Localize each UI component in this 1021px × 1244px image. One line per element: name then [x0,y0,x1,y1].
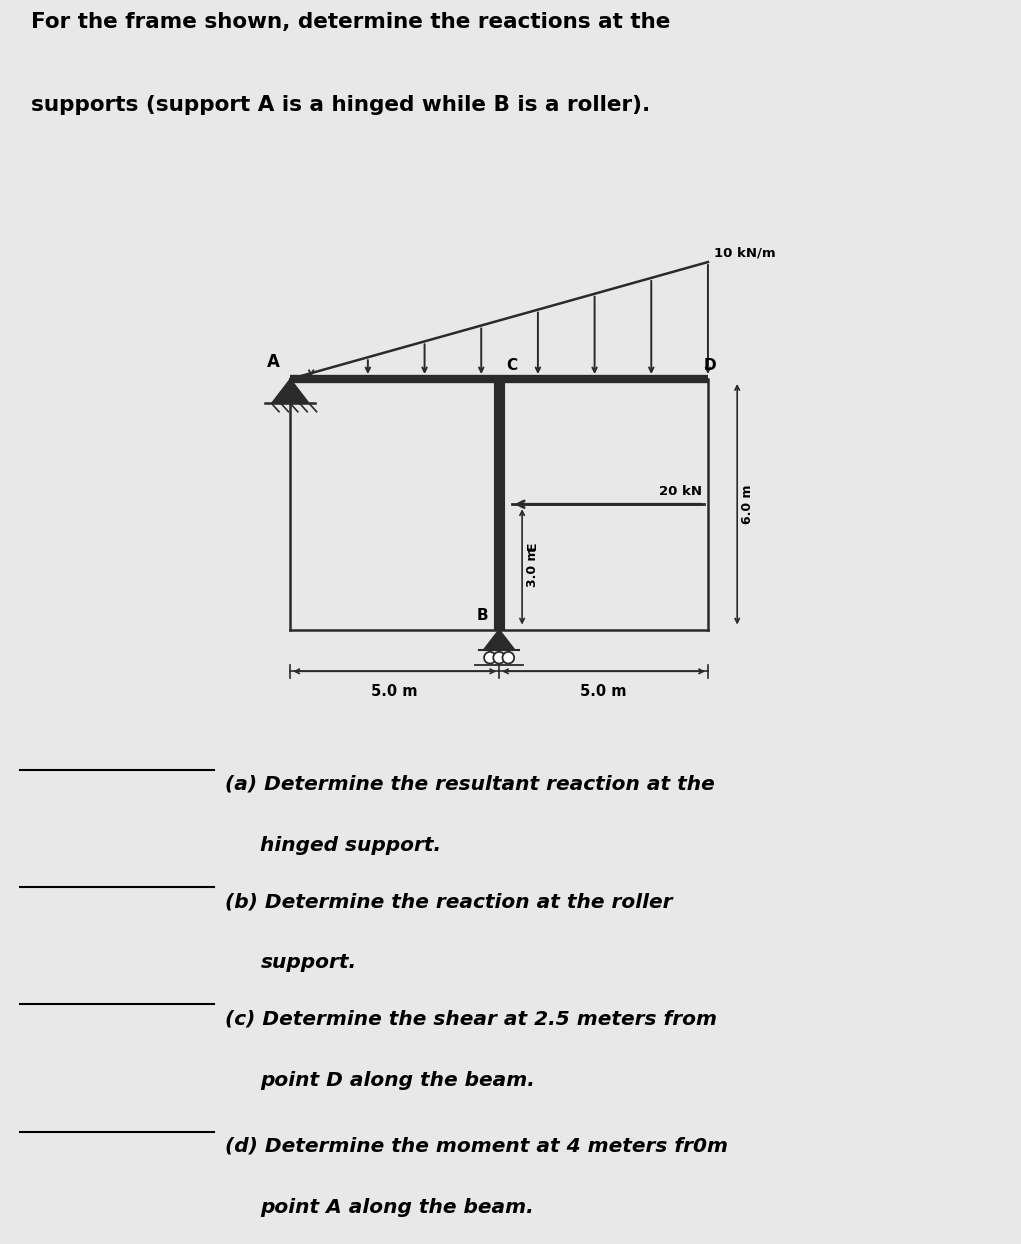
Text: supports (support A is a hinged while B is a roller).: supports (support A is a hinged while B … [31,95,650,114]
Circle shape [484,652,496,663]
Text: B: B [477,608,489,623]
Text: 10 kN/m: 10 kN/m [715,248,776,260]
Polygon shape [483,629,515,651]
Text: point D along the beam.: point D along the beam. [260,1071,535,1090]
Text: 6.0 m: 6.0 m [741,484,755,524]
Text: 5.0 m: 5.0 m [372,684,418,699]
Text: 20 kN: 20 kN [659,485,701,498]
Text: (a) Determine the resultant reaction at the: (a) Determine the resultant reaction at … [225,775,715,794]
Text: (b) Determine the reaction at the roller: (b) Determine the reaction at the roller [225,892,672,911]
Text: 5.0 m: 5.0 m [580,684,627,699]
Circle shape [502,652,515,663]
Text: C: C [506,358,518,373]
Text: For the frame shown, determine the reactions at the: For the frame shown, determine the react… [31,12,670,32]
Text: E: E [526,542,539,550]
Text: (d) Determine the moment at 4 meters fr0m: (d) Determine the moment at 4 meters fr0… [225,1137,728,1156]
Text: hinged support.: hinged support. [260,836,441,855]
Text: point A along the beam.: point A along the beam. [260,1198,534,1217]
Text: support.: support. [260,953,356,973]
Text: A: A [268,353,280,372]
Text: 3.0 m: 3.0 m [526,547,539,587]
Circle shape [493,652,505,663]
Polygon shape [272,379,309,403]
Text: (c) Determine the shear at 2.5 meters from: (c) Determine the shear at 2.5 meters fr… [225,1009,717,1029]
Text: D: D [703,358,717,373]
